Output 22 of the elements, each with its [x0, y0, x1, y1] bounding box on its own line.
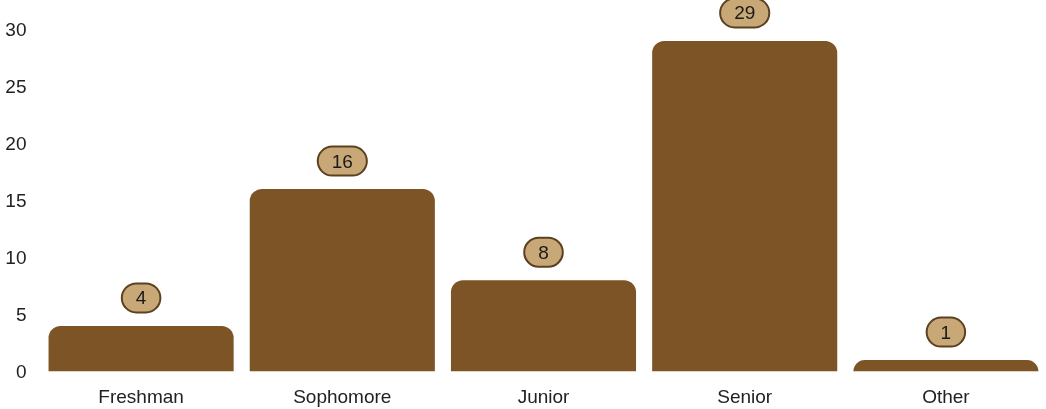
data-label: 4: [135, 287, 147, 309]
x-tick-label: Senior: [717, 385, 773, 407]
data-label: 1: [940, 321, 952, 343]
x-tick-label: Other: [922, 385, 971, 407]
y-tick-label: 5: [15, 304, 27, 325]
x-tick-label: Freshman: [98, 385, 184, 407]
x-tick-label: Sophomore: [293, 385, 392, 407]
y-tick-label: 0: [15, 361, 27, 382]
y-tick-label: 20: [5, 133, 27, 154]
bar: [249, 189, 435, 372]
y-tick-label: 30: [5, 19, 27, 40]
y-tick-label: 10: [5, 247, 27, 268]
bar: [450, 280, 637, 372]
x-tick-label: Junior: [517, 385, 571, 407]
bar: [853, 360, 1039, 372]
y-tick-label: 15: [5, 190, 27, 211]
data-label: 8: [538, 241, 549, 263]
bar: [48, 325, 234, 372]
bar: [652, 40, 838, 372]
data-label: 29: [734, 2, 756, 24]
y-tick-label: 25: [5, 76, 27, 97]
data-label: 16: [331, 150, 353, 172]
